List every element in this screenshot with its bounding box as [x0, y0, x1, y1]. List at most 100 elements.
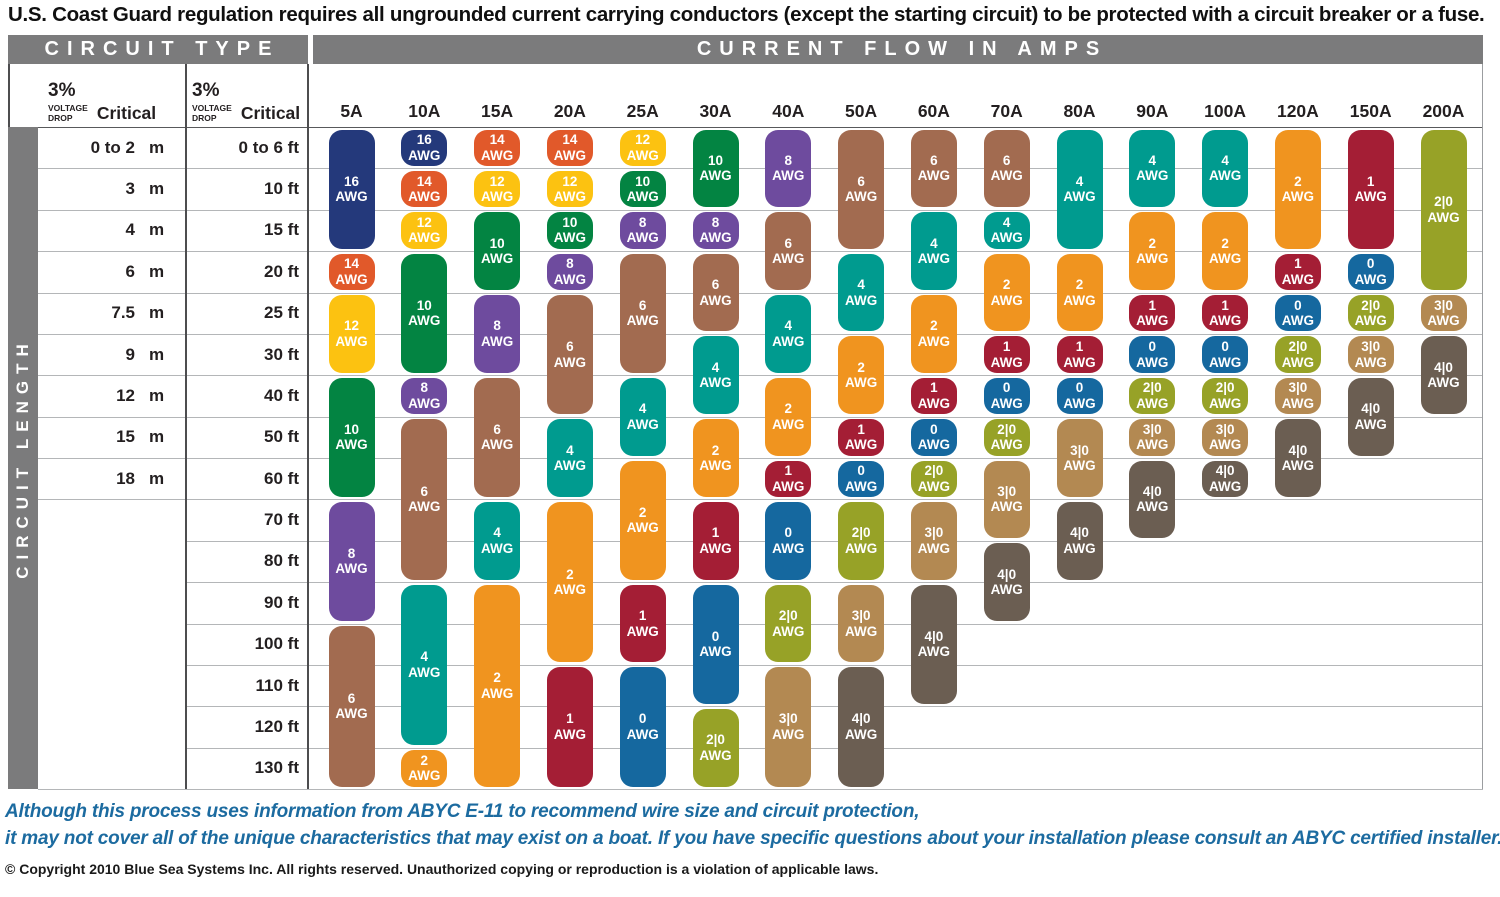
- awg-block-25A-0: 0 AWG: [619, 667, 666, 787]
- awg-block-15A-12: 12 AWG: [474, 170, 521, 208]
- awg-suffix: AWG: [1208, 313, 1242, 329]
- awg-suffix: AWG: [626, 416, 659, 432]
- awg-suffix: AWG: [844, 375, 878, 391]
- row-label-meters: 7.5 m: [38, 293, 185, 334]
- awg-value: 3|0: [1142, 421, 1162, 437]
- awg-suffix: AWG: [772, 168, 805, 184]
- awg-suffix: AWG: [408, 395, 441, 411]
- awg-suffix: AWG: [699, 747, 732, 763]
- awg-value: 10: [707, 152, 724, 168]
- amp-column-header: 60A: [917, 101, 950, 121]
- awg-suffix: AWG: [480, 189, 514, 205]
- awg-value: 2: [1294, 173, 1302, 189]
- meters-value: 15: [116, 427, 135, 447]
- meters-unit: m: [149, 303, 165, 323]
- awg-block-30A-6: 6 AWG: [692, 253, 739, 332]
- awg-suffix: AWG: [1208, 168, 1242, 184]
- current-flow-title: CURRENT FLOW IN AMPS: [696, 38, 1108, 60]
- awg-block-25A-4: 4 AWG: [619, 377, 666, 456]
- awg-suffix: AWG: [1063, 458, 1096, 473]
- footer-copyright: © Copyright 2010 Blue Sea Systems Inc. A…: [5, 861, 879, 877]
- awg-value: 1: [566, 711, 574, 727]
- awg-value: 8: [711, 214, 720, 230]
- awg-suffix: AWG: [626, 726, 659, 742]
- row-label-feet: 25 ft: [264, 303, 299, 323]
- awg-suffix: AWG: [553, 147, 587, 163]
- awg-value: 3|0: [778, 711, 798, 727]
- awg-value: 14: [489, 132, 505, 148]
- awg-block-150A-200: 2|0 AWG: [1347, 295, 1394, 332]
- awg-suffix: AWG: [1136, 354, 1169, 370]
- awg-block-30A-200: 2|0 AWG: [692, 708, 739, 787]
- awg-suffix: AWG: [772, 540, 805, 556]
- awg-suffix: AWG: [1136, 313, 1169, 329]
- awg-block-5A-6: 6 AWG: [328, 626, 375, 787]
- awg-block-70A-4: 4 AWG: [983, 212, 1030, 249]
- awg-value: 10: [416, 297, 432, 313]
- row-gridline: [38, 334, 1483, 335]
- awg-block-70A-0: 0 AWG: [983, 377, 1030, 415]
- row-gridline: [38, 251, 1483, 252]
- awg-suffix: AWG: [480, 333, 514, 349]
- awg-suffix: AWG: [1063, 540, 1096, 556]
- awg-value: 4|0: [1142, 483, 1162, 499]
- awg-value: 6: [347, 690, 356, 706]
- awg-suffix: AWG: [1063, 189, 1096, 205]
- row-label-feet: 30 ft: [264, 344, 299, 364]
- row-gridline: [185, 748, 1483, 749]
- awg-value: 2: [420, 752, 429, 768]
- awg-value: 4: [1075, 173, 1084, 189]
- awg-value: 6: [711, 277, 720, 292]
- awg-suffix: AWG: [917, 168, 951, 184]
- awg-suffix: AWG: [1208, 478, 1242, 494]
- awg-block-40A-2: 2 AWG: [765, 377, 812, 456]
- awg-value: 1: [1148, 297, 1157, 313]
- awg-suffix: AWG: [1208, 354, 1242, 370]
- awg-suffix: AWG: [553, 230, 587, 246]
- circuit-type-header-bar: CIRCUIT TYPE: [8, 35, 308, 64]
- awg-block-150A-0: 0 AWG: [1347, 253, 1394, 290]
- footer-note-line2: it may not cover all of the unique chara…: [5, 828, 1500, 849]
- awg-value: 2|0: [924, 463, 944, 479]
- awg-block-200A-400: 4|0 AWG: [1420, 336, 1467, 415]
- awg-block-70A-200: 2|0 AWG: [983, 419, 1030, 456]
- voltage-drop-percent: 3%: [48, 79, 76, 101]
- awg-block-15A-10: 10 AWG: [474, 212, 521, 290]
- awg-block-25A-2: 2 AWG: [619, 460, 666, 580]
- awg-suffix: AWG: [917, 395, 951, 411]
- awg-block-50A-300: 3|0 AWG: [838, 584, 885, 663]
- awg-suffix: AWG: [1136, 395, 1169, 411]
- awg-value: 4: [1148, 152, 1157, 168]
- row-label-feet: 80 ft: [264, 551, 299, 571]
- awg-block-100A-400: 4|0 AWG: [1202, 460, 1249, 497]
- awg-suffix: AWG: [990, 354, 1023, 370]
- awg-value: 10: [489, 235, 505, 251]
- row-gridline: [185, 624, 1483, 625]
- meters-unit: m: [149, 261, 165, 281]
- meters-unit: m: [149, 179, 165, 199]
- awg-value: 4: [930, 235, 938, 251]
- awg-suffix: AWG: [844, 623, 878, 639]
- row-label-meters: 0 to 2 m: [38, 127, 185, 168]
- awg-value: 4: [566, 442, 574, 458]
- awg-block-40A-300: 3|0 AWG: [765, 667, 812, 787]
- awg-suffix: AWG: [335, 706, 368, 722]
- awg-block-40A-1: 1 AWG: [765, 460, 812, 497]
- awg-suffix: AWG: [408, 499, 441, 515]
- awg-value: 3|0: [1288, 380, 1308, 396]
- current-flow-header-bar: CURRENT FLOW IN AMPS: [313, 35, 1483, 64]
- row-gridline: [185, 541, 1483, 542]
- awg-suffix: AWG: [1354, 189, 1387, 205]
- awg-value: 2: [1148, 235, 1157, 251]
- amp-column-header: 40A: [772, 101, 805, 121]
- row-label-meters: 18 m: [38, 458, 185, 499]
- awg-block-50A-200: 2|0 AWG: [838, 501, 885, 580]
- awg-value: 4: [711, 359, 720, 375]
- awg-suffix: AWG: [772, 251, 805, 267]
- awg-block-80A-4: 4 AWG: [1056, 129, 1103, 249]
- awg-value: 2|0: [1288, 339, 1308, 355]
- awg-suffix: AWG: [699, 168, 732, 184]
- awg-value: 6: [857, 173, 865, 189]
- awg-suffix: AWG: [626, 230, 659, 246]
